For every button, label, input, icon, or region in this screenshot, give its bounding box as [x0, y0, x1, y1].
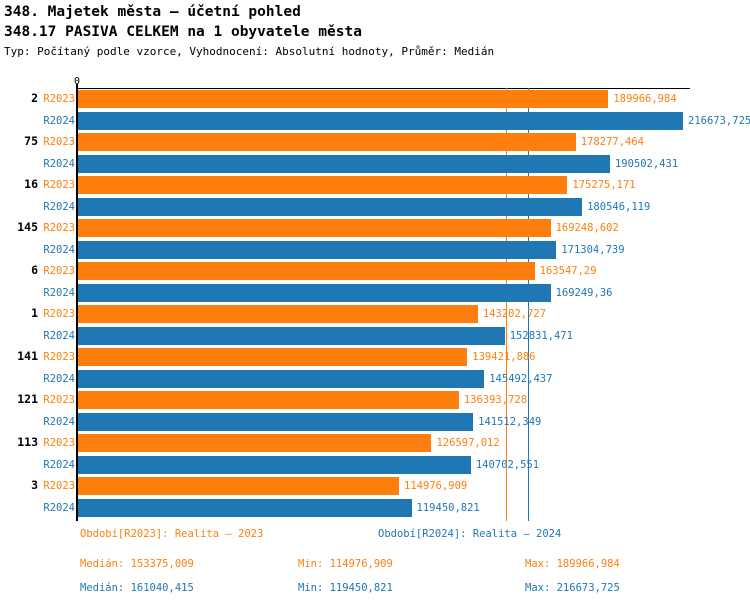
bar-r2023[interactable]	[78, 219, 551, 237]
group-label: 145	[17, 220, 38, 234]
series-label-r2024: R2024	[43, 201, 75, 213]
bar-value-r2023: 139421,886	[472, 351, 536, 363]
series-label-r2024: R2024	[43, 244, 75, 256]
bar-r2024[interactable]	[78, 456, 471, 474]
bar-value-r2023: 126597,012	[436, 437, 500, 449]
bar-r2023[interactable]	[78, 176, 568, 194]
bar-value-r2024: 180546,119	[587, 201, 651, 213]
series-label-r2023: R2023	[43, 136, 75, 148]
stat-median-r2023: Medián: 153375,009	[80, 558, 194, 570]
bar-r2024[interactable]	[78, 370, 485, 388]
bar-value-r2023: 189966,984	[613, 93, 677, 105]
bar-value-r2024: 152831,471	[509, 330, 573, 342]
series-label-r2023: R2023	[43, 179, 75, 191]
series-label-r2024: R2024	[43, 459, 75, 471]
group-label: 141	[17, 349, 38, 363]
bar-r2023[interactable]	[78, 305, 478, 323]
bar-r2024[interactable]	[78, 327, 505, 345]
bar-value-r2023: 178277,464	[580, 136, 644, 148]
bar-r2024[interactable]	[78, 499, 412, 517]
bar-r2024[interactable]	[78, 284, 551, 302]
bar-r2024[interactable]	[78, 112, 683, 130]
series-label-r2024: R2024	[43, 416, 75, 428]
bar-r2023[interactable]	[78, 477, 400, 495]
series-label-r2023: R2023	[43, 480, 75, 492]
bar-r2024[interactable]	[78, 155, 610, 173]
group-label: 16	[24, 177, 38, 191]
bar-r2024[interactable]	[78, 241, 557, 259]
bar-value-r2024: 141512,349	[478, 416, 542, 428]
bar-value-r2023: 143202,727	[482, 308, 547, 320]
legend-item-r2024: Období[R2024]: Realita – 2024	[378, 528, 562, 540]
stat-min-r2024: Min: 119450,821	[298, 582, 393, 594]
median-line-r2023	[506, 88, 508, 521]
bar-r2023[interactable]	[78, 90, 609, 108]
bar-value-r2024: 216673,725	[688, 115, 750, 127]
group-label: 3	[31, 478, 38, 492]
legend-item-r2023: Období[R2023]: Realita – 2023	[80, 528, 264, 540]
stat-max-r2024: Max: 216673,725	[525, 582, 620, 594]
page-subtitle: 348.17 PASIVA CELKEM na 1 obyvatele měst…	[4, 24, 362, 40]
bar-r2023[interactable]	[78, 434, 432, 452]
bar-r2024[interactable]	[78, 413, 474, 431]
bar-r2023[interactable]	[78, 348, 468, 366]
group-label: 113	[17, 435, 38, 449]
group-label: 121	[17, 392, 38, 406]
series-label-r2023: R2023	[43, 265, 75, 277]
series-label-r2023: R2023	[43, 93, 75, 105]
series-label-r2023: R2023	[43, 308, 75, 320]
bar-value-r2023: 163547,29	[539, 265, 597, 277]
median-line-r2024	[527, 88, 529, 521]
bar-value-r2023: 114976,909	[404, 480, 468, 492]
series-label-r2024: R2024	[43, 158, 75, 170]
stat-median-r2024: Medián: 161040,415	[80, 582, 194, 594]
chart-header: 348. Majetek města – účetní pohled 348.1…	[4, 2, 746, 60]
series-label-r2024: R2024	[43, 287, 75, 299]
series-label-r2023: R2023	[43, 437, 75, 449]
group-label: 75	[24, 134, 38, 148]
bar-value-r2023: 136393,728	[463, 394, 528, 406]
series-label-r2024: R2024	[43, 502, 75, 514]
series-label-r2023: R2023	[43, 351, 75, 363]
bar-r2024[interactable]	[78, 198, 583, 216]
axis-baseline	[76, 84, 78, 521]
stat-min-r2023: Min: 114976,909	[298, 558, 393, 570]
bar-value-r2023: 175275,171	[572, 179, 636, 191]
series-label-r2024: R2024	[43, 330, 75, 342]
series-label-r2024: R2024	[43, 373, 75, 385]
group-label: 6	[31, 263, 38, 277]
bar-value-r2024: 145492,437	[489, 373, 553, 385]
series-label-r2024: R2024	[43, 115, 75, 127]
chart-meta-line: Typ: Počítaný podle vzorce, Vyhodnocení:…	[4, 45, 495, 58]
bar-value-r2024: 119450,821	[416, 502, 480, 514]
bar-value-r2024: 169249,36	[555, 287, 613, 299]
stat-max-r2023: Max: 189966,984	[525, 558, 620, 570]
bar-value-r2024: 190502,431	[614, 158, 679, 170]
bar-value-r2024: 171304,739	[561, 244, 625, 256]
bar-value-r2023: 169248,602	[555, 222, 619, 234]
bar-value-r2024: 140702,551	[475, 459, 540, 471]
axis-zero-tick-label: 0	[74, 76, 81, 87]
group-label: 1	[31, 306, 38, 320]
bar-r2023[interactable]	[78, 262, 535, 280]
group-label: 2	[31, 91, 38, 105]
series-label-r2023: R2023	[43, 222, 75, 234]
bar-r2023[interactable]	[78, 133, 576, 151]
series-label-r2023: R2023	[43, 394, 75, 406]
axis-top-line	[78, 88, 690, 89]
bar-r2023[interactable]	[78, 391, 459, 409]
page-title: 348. Majetek města – účetní pohled	[4, 4, 301, 20]
